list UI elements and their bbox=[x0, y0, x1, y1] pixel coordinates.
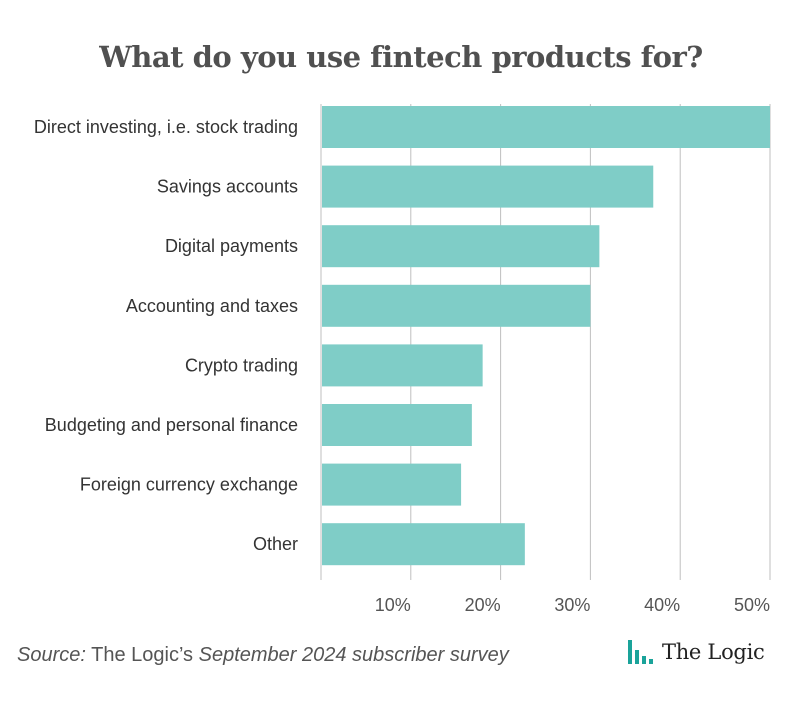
bar bbox=[322, 523, 525, 566]
category-label: Accounting and taxes bbox=[126, 296, 298, 316]
category-label: Foreign currency exchange bbox=[80, 475, 298, 495]
bar bbox=[322, 463, 462, 506]
x-tick-label: 10% bbox=[375, 595, 411, 615]
x-tick-labels: 10% 20% 30% 40% 50% bbox=[375, 595, 770, 615]
category-label: Direct investing, i.e. stock trading bbox=[34, 117, 298, 137]
the-logic-bars-icon bbox=[628, 640, 653, 664]
bars bbox=[322, 106, 770, 566]
category-label: Other bbox=[253, 534, 298, 554]
bar bbox=[322, 106, 770, 148]
category-label: Digital payments bbox=[165, 236, 298, 256]
category-label: Crypto trading bbox=[185, 355, 298, 375]
chart-title: What do you use fintech products for? bbox=[99, 40, 703, 74]
source-label: Source: bbox=[17, 644, 86, 666]
bar bbox=[322, 344, 483, 387]
category-label: Savings accounts bbox=[157, 177, 298, 197]
source-note: Source: The Logic’s September 2024 subsc… bbox=[17, 644, 509, 667]
bar bbox=[322, 165, 654, 208]
x-tick-label: 40% bbox=[644, 595, 680, 615]
brand-logo: The Logic bbox=[628, 640, 765, 664]
source-survey: September 2024 subscriber survey bbox=[198, 644, 509, 666]
brand-name: The Logic bbox=[662, 640, 765, 664]
x-tick-label: 20% bbox=[465, 595, 501, 615]
source-publisher: The Logic’s bbox=[85, 644, 199, 666]
category-label: Budgeting and personal finance bbox=[45, 415, 298, 435]
x-tick-label: 30% bbox=[554, 595, 590, 615]
bar bbox=[322, 284, 591, 327]
x-tick-label: 50% bbox=[734, 595, 770, 615]
bar bbox=[322, 225, 600, 268]
bar-chart: Direct investing, i.e. stock trading Savi… bbox=[34, 104, 771, 615]
bar bbox=[322, 404, 472, 446]
category-labels: Direct investing, i.e. stock trading Savi… bbox=[34, 117, 298, 554]
